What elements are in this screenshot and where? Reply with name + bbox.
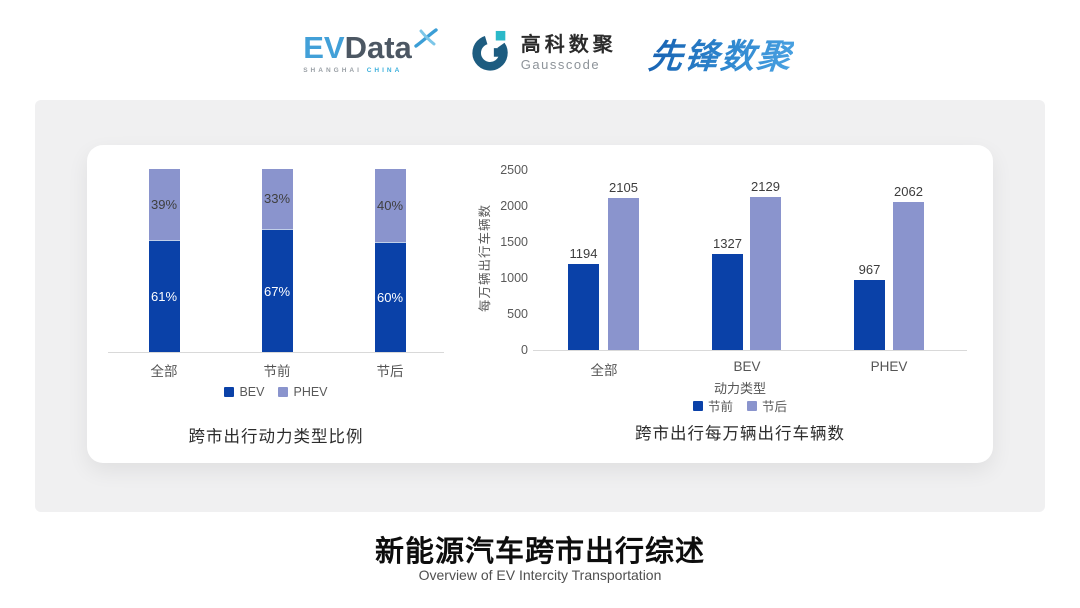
legend-swatch [224, 387, 235, 397]
bar-segment-PHEV: 40% [374, 169, 406, 242]
grouped-chart-title: 跨市出行每万辆出行车辆数 [635, 425, 845, 443]
legend-label: PHEV [293, 385, 328, 399]
legend-label: 节前 [707, 400, 733, 414]
grouped-legend: 节前 节后 [523, 396, 957, 415]
gausscode-cn-text: 高科数聚 [520, 33, 617, 56]
x-axis-line [533, 350, 967, 351]
segment-value-label: 60% [376, 290, 404, 305]
y-tick-label: 500 [507, 307, 528, 321]
bar-segment-PHEV: 33% [261, 169, 293, 229]
bar-节前-PHEV [854, 280, 885, 350]
bar-节后: 40% 60% [374, 169, 406, 352]
evdata-subtext: SHANGHAI CHINA [303, 66, 403, 75]
legend-item: PHEV [278, 385, 328, 399]
y-tick-label: 0 [521, 343, 528, 357]
bar-节后-PHEV [893, 202, 924, 350]
evdata-subtext-left: SHANGHAI [303, 66, 362, 74]
x-category-label: 全部 [150, 364, 178, 379]
gausscode-logo: 高科数聚 Gausscode [470, 30, 617, 77]
gausscode-en-text: Gausscode [520, 56, 601, 72]
x-category-label: 节后 [376, 364, 404, 379]
legend-label: 节后 [762, 400, 788, 414]
legend-item: 节前 [692, 396, 733, 415]
bar-value-label: 1327 [713, 236, 742, 251]
x-category-label: PHEV [870, 359, 908, 374]
legend-swatch [747, 400, 757, 411]
stacked-chart-title: 跨市出行动力类型比例 [188, 428, 364, 446]
stacked-legend: BEV PHEV [108, 385, 444, 399]
legend-item: BEV [224, 385, 264, 399]
legend-item: 节后 [747, 396, 787, 415]
evdata-ev-text: EV [303, 29, 345, 65]
x-category-label: 全部 [590, 363, 618, 378]
bar-segment-PHEV: 39% [148, 169, 180, 240]
x-category-label: BEV [733, 359, 761, 374]
white-chart-card [87, 145, 993, 463]
legend-swatch [278, 387, 289, 397]
bar-value-label: 2062 [894, 184, 923, 199]
bar-segment-BEV: 60% [374, 242, 406, 352]
stacked-bars-area: 39% 61% 33% 67% 40% 60% [108, 169, 444, 353]
page-subtitle: Overview of EV Intercity Transportation [418, 567, 662, 583]
y-tick-label: 1000 [500, 271, 528, 285]
page-title: 新能源汽车跨市出行综述 [374, 536, 705, 568]
gausscode-g-icon [470, 30, 512, 77]
legend-swatch [692, 400, 703, 411]
evdata-subtext-right: CHINA [366, 66, 403, 74]
segment-value-label: 67% [263, 284, 291, 299]
segment-value-label: 33% [263, 191, 291, 206]
bar-节后-全部 [608, 198, 639, 350]
bar-value-label: 967 [858, 262, 881, 277]
bar-value-label: 2105 [609, 180, 638, 195]
bar-节前-BEV [712, 254, 743, 350]
header-logos: EV Data SHANGHAI CHINA 高科数聚 Gausscode [8, 22, 1080, 84]
x-axis-line [108, 352, 444, 353]
bar-节前: 33% 67% [261, 169, 293, 352]
evdata-logo: EV Data SHANGHAI CHINA [303, 28, 438, 75]
legend-label: BEV [239, 385, 265, 399]
evdata-data-text: Data [344, 29, 412, 65]
stacked-bar-chart: 39% 61% 33% 67% 40% 60% 全部 节前 节后 BEV PHEV 跨市出行动力… [108, 169, 444, 459]
bar-segment-BEV: 67% [261, 229, 293, 352]
y-tick-label: 1500 [500, 235, 528, 249]
grouped-bars-area: 1194 1327 967 2105 2129 2062 [470, 163, 980, 351]
bar-全部: 39% 61% [148, 169, 180, 352]
segment-value-label: 39% [150, 197, 178, 212]
pioneer-logo: 先锋数聚 [646, 29, 795, 78]
x-category-label: 节前 [263, 364, 291, 379]
y-tick-label: 2000 [500, 199, 528, 213]
grouped-bar-chart: 每万辆出行车辆数 0 500 1000 1500 2000 2500 1194 1327 96… [470, 163, 980, 463]
y-tick-label: 2500 [500, 163, 528, 177]
segment-value-label: 61% [150, 289, 178, 304]
x-axis-title: 动力类型 [713, 381, 766, 396]
bar-节后-BEV [750, 197, 781, 350]
bar-segment-BEV: 61% [148, 240, 180, 352]
segment-value-label: 40% [376, 198, 404, 213]
bar-value-label: 1194 [569, 246, 598, 261]
evdata-x-icon [414, 28, 438, 52]
bar-value-label: 2129 [751, 179, 780, 194]
bar-节前-全部 [568, 264, 599, 350]
